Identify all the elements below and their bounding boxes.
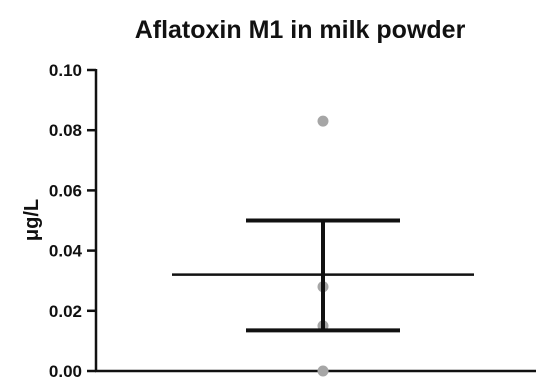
- y-tick-label: 0.08: [49, 121, 82, 140]
- data-point: [317, 365, 329, 377]
- data-point: [317, 115, 329, 127]
- chart-title: Aflatoxin M1 in milk powder: [135, 16, 466, 44]
- y-ticks: 0.00 0.02 0.04 0.06 0.08 0.10: [49, 61, 96, 380]
- y-tick-label: 0.06: [49, 181, 82, 200]
- y-tick-label: 0.00: [49, 362, 82, 380]
- y-tick-label: 0.04: [49, 242, 83, 261]
- y-tick-label: 0.02: [49, 302, 82, 321]
- plot-area: [172, 115, 474, 377]
- y-axis-label: μg/L: [21, 199, 43, 241]
- y-tick-label: 0.10: [49, 61, 82, 80]
